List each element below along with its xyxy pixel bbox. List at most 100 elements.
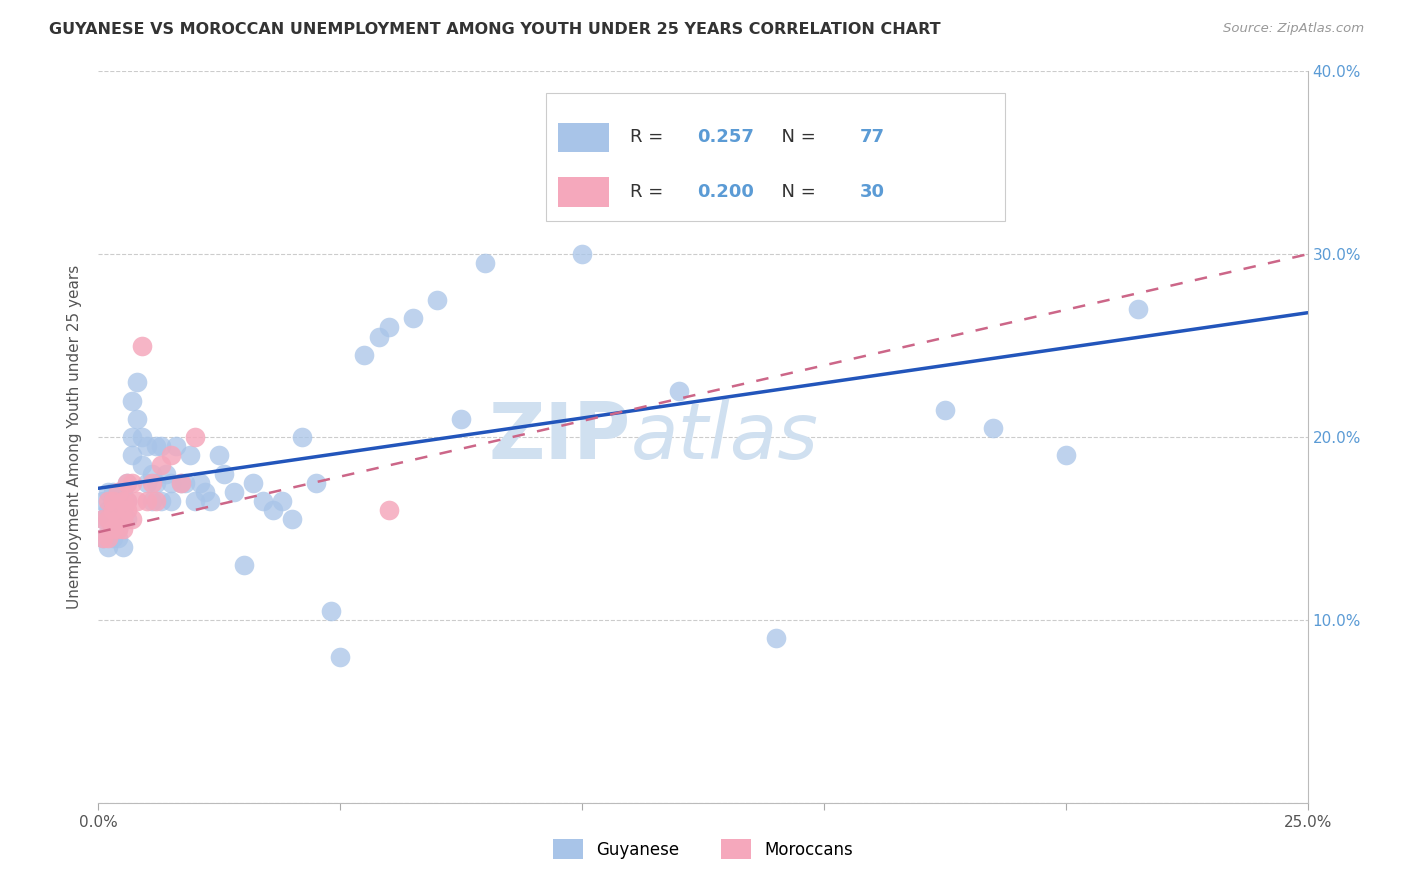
Point	[107, 503, 129, 517]
Point	[174, 475, 197, 490]
Text: 0.257: 0.257	[697, 128, 754, 146]
Point	[101, 494, 124, 508]
Point	[117, 512, 139, 526]
Point	[107, 531, 129, 545]
Point	[319, 604, 342, 618]
Point	[97, 531, 120, 545]
Point	[121, 393, 143, 408]
Point	[117, 475, 139, 490]
Point	[150, 494, 173, 508]
Point	[131, 338, 153, 352]
Text: Source: ZipAtlas.com: Source: ZipAtlas.com	[1223, 22, 1364, 36]
Point	[145, 439, 167, 453]
Point	[101, 494, 124, 508]
Point	[97, 540, 120, 554]
Point	[571, 247, 593, 261]
Point	[97, 503, 120, 517]
Point	[127, 494, 149, 508]
Point	[198, 494, 221, 508]
Point	[121, 448, 143, 462]
Point	[107, 485, 129, 500]
Bar	[558, 122, 609, 152]
Bar	[546, 94, 1005, 221]
Point	[127, 375, 149, 389]
Point	[232, 558, 254, 573]
Point	[101, 521, 124, 535]
Point	[111, 494, 134, 508]
Point	[117, 503, 139, 517]
Point	[131, 458, 153, 472]
Point	[101, 512, 124, 526]
Point	[252, 494, 274, 508]
Point	[765, 632, 787, 646]
Bar	[558, 178, 609, 207]
Point	[194, 485, 217, 500]
Point	[107, 512, 129, 526]
Point	[179, 448, 201, 462]
Y-axis label: Unemployment Among Youth under 25 years: Unemployment Among Youth under 25 years	[67, 265, 83, 609]
Point	[91, 512, 114, 526]
Point	[91, 531, 114, 545]
Point	[111, 540, 134, 554]
Point	[107, 521, 129, 535]
Point	[127, 412, 149, 426]
Point	[165, 439, 187, 453]
Point	[474, 256, 496, 270]
Point	[91, 494, 114, 508]
Point	[97, 512, 120, 526]
Point	[150, 458, 173, 472]
Point	[101, 521, 124, 535]
Point	[426, 293, 449, 307]
Text: R =: R =	[630, 183, 669, 201]
Point	[450, 412, 472, 426]
Point	[91, 531, 114, 545]
Point	[141, 494, 163, 508]
Point	[212, 467, 235, 481]
Point	[160, 448, 183, 462]
Point	[188, 475, 211, 490]
Point	[377, 320, 399, 334]
Point	[121, 512, 143, 526]
Point	[111, 503, 134, 517]
Point	[111, 521, 134, 535]
Text: N =: N =	[769, 183, 821, 201]
Point	[135, 494, 157, 508]
Point	[668, 384, 690, 399]
Point	[571, 146, 593, 161]
Point	[222, 485, 245, 500]
Point	[135, 439, 157, 453]
Point	[184, 430, 207, 444]
Point	[91, 512, 114, 526]
Point	[131, 430, 153, 444]
Point	[101, 503, 124, 517]
Point	[107, 485, 129, 500]
Point	[111, 485, 134, 500]
Point	[208, 448, 231, 462]
Point	[121, 430, 143, 444]
Point	[281, 512, 304, 526]
Point	[160, 494, 183, 508]
Point	[353, 348, 375, 362]
Point	[160, 475, 183, 490]
Point	[117, 475, 139, 490]
Point	[368, 329, 391, 343]
Point	[262, 503, 284, 517]
Point	[981, 421, 1004, 435]
Point	[402, 311, 425, 326]
Text: R =: R =	[630, 128, 669, 146]
Text: 0.200: 0.200	[697, 183, 754, 201]
Point	[97, 494, 120, 508]
Point	[117, 494, 139, 508]
Point	[305, 475, 328, 490]
Point	[169, 475, 191, 490]
Point	[117, 494, 139, 508]
Point	[184, 494, 207, 508]
Point	[135, 475, 157, 490]
Point	[107, 512, 129, 526]
Text: ZIP: ZIP	[488, 399, 630, 475]
Point	[377, 503, 399, 517]
Text: GUYANESE VS MOROCCAN UNEMPLOYMENT AMONG YOUTH UNDER 25 YEARS CORRELATION CHART: GUYANESE VS MOROCCAN UNEMPLOYMENT AMONG …	[49, 22, 941, 37]
Point	[101, 485, 124, 500]
Point	[169, 475, 191, 490]
Point	[97, 512, 120, 526]
